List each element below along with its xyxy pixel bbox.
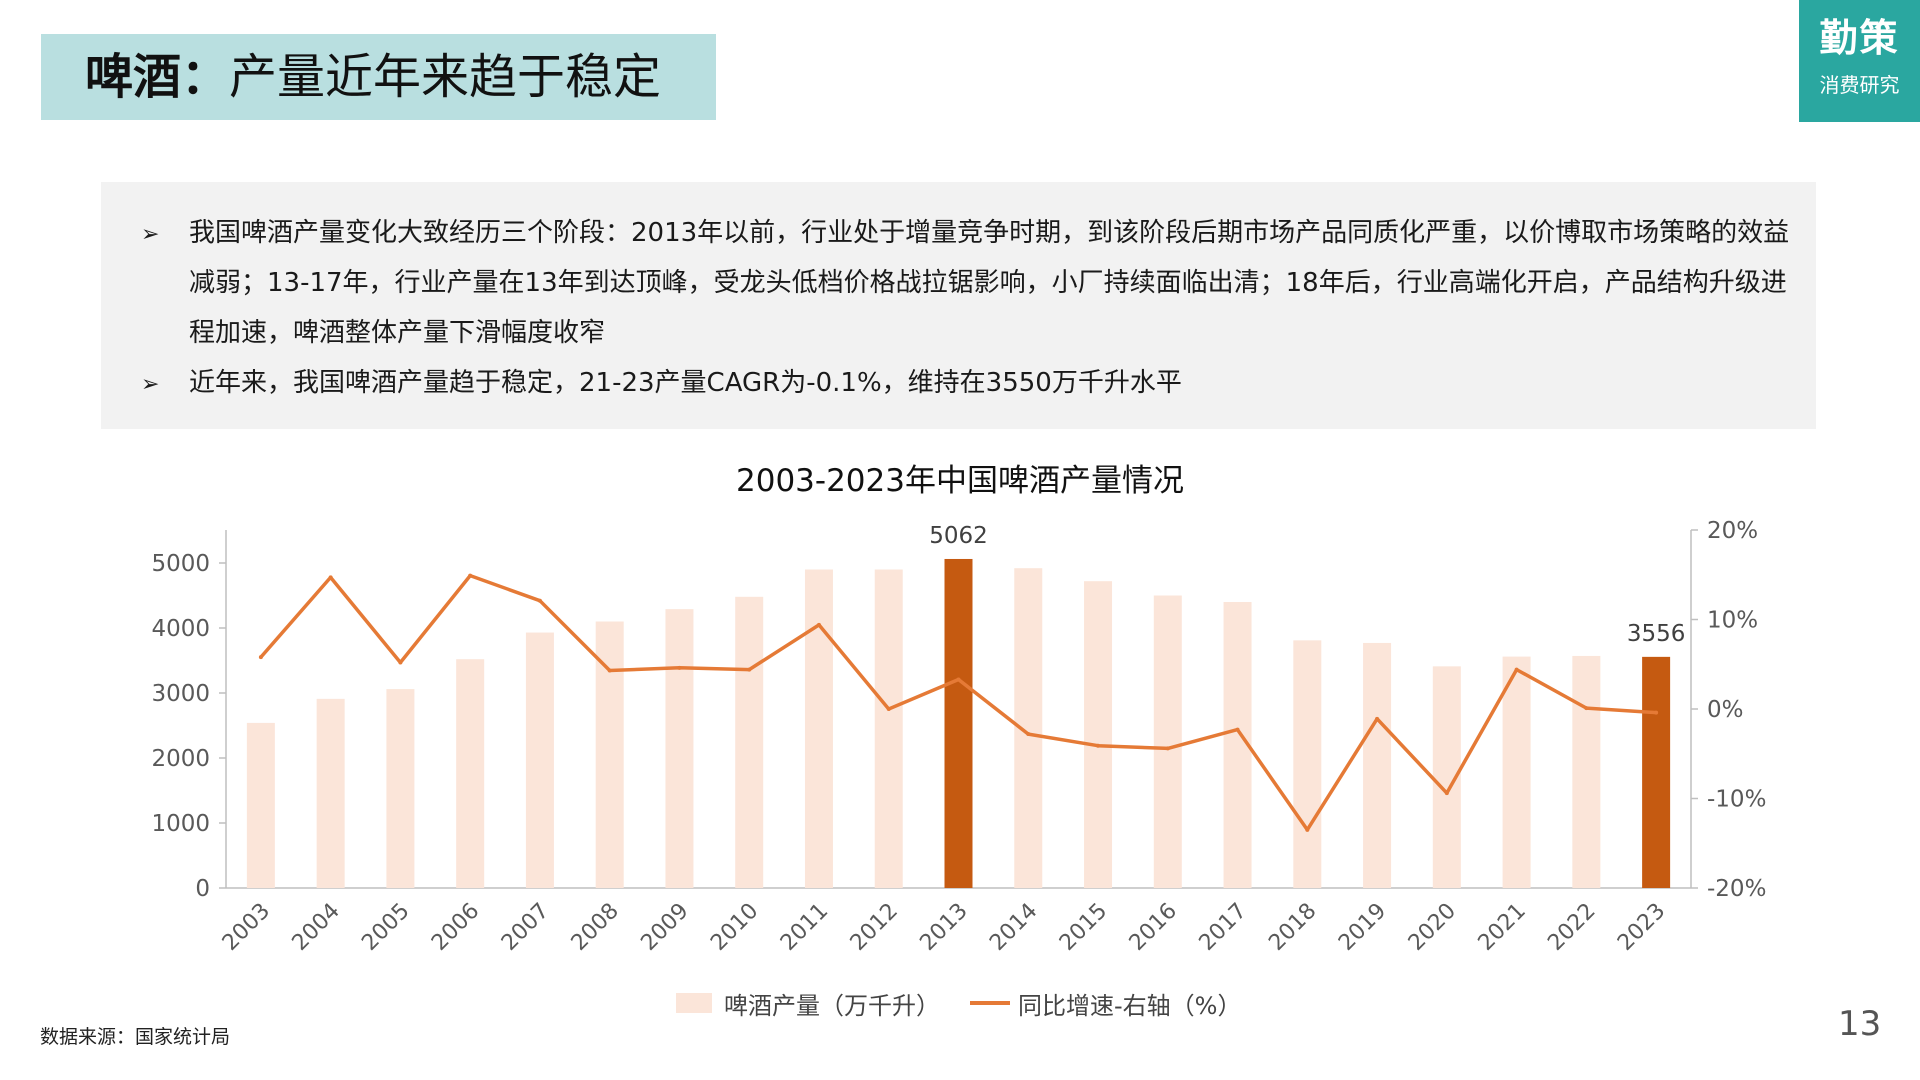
- title-banner: 啤酒：产量近年来趋于稳定: [41, 34, 716, 120]
- note-item: ➢ 我国啤酒产量变化大致经历三个阶段：2013年以前，行业处于增量竞争时期，到该阶…: [141, 208, 1794, 358]
- bar-2022: [1572, 655, 1601, 888]
- bar-2021: [1502, 656, 1531, 888]
- legend-line-label: 同比增速-右轴（%）: [1018, 992, 1242, 1020]
- bar-2004: [316, 698, 345, 888]
- arrow-bullet-icon: ➢: [141, 372, 160, 397]
- bar-2015: [1084, 581, 1113, 888]
- growth-point-2010: [747, 667, 752, 672]
- right-axis-tick-label: 20%: [1707, 518, 1758, 544]
- growth-point-2023: [1654, 710, 1659, 715]
- x-tick-label: 2016: [1125, 899, 1182, 956]
- x-tick-label: 2005: [357, 899, 414, 956]
- left-axis-tick-label: 5000: [151, 551, 210, 577]
- bar-2007: [525, 632, 554, 888]
- growth-point-2015: [1096, 743, 1101, 748]
- bar-2013: [944, 558, 973, 888]
- growth-point-2021: [1514, 667, 1519, 672]
- growth-point-2016: [1165, 746, 1170, 751]
- left-axis-tick-label: 4000: [151, 616, 210, 642]
- data-label-2013: 5062: [929, 523, 988, 549]
- right-axis-tick-label: 10%: [1707, 608, 1758, 634]
- x-tick-label: 2017: [1195, 899, 1252, 956]
- bar-2010: [735, 596, 764, 888]
- legend-line-swatch: [970, 1001, 1010, 1005]
- growth-point-2022: [1584, 706, 1589, 711]
- bar-2019: [1363, 642, 1392, 888]
- left-axis-tick-label: 0: [195, 876, 210, 902]
- right-axis-tick-label: -20%: [1707, 876, 1766, 902]
- growth-point-2018: [1305, 827, 1310, 832]
- growth-point-2019: [1375, 716, 1380, 721]
- data-label-2023: 3556: [1627, 621, 1686, 647]
- page-title: 啤酒：产量近年来趋于稳定: [85, 45, 661, 109]
- growth-point-2003: [258, 655, 263, 660]
- growth-point-2008: [607, 668, 612, 673]
- legend-bar-label: 啤酒产量（万千升）: [724, 992, 940, 1020]
- x-tick-label: 2020: [1404, 899, 1461, 956]
- page-title-bold: 啤酒：: [85, 49, 230, 105]
- page-number: 13: [1838, 1004, 1882, 1044]
- data-source: 数据来源：国家统计局: [40, 1026, 231, 1048]
- left-axis-tick-label: 1000: [151, 811, 210, 837]
- page-title-rest: 产量近年来趋于稳定: [229, 49, 662, 105]
- x-tick-label: 2004: [288, 899, 345, 956]
- growth-point-2017: [1235, 727, 1240, 732]
- note-item: ➢ 近年来，我国啤酒产量趋于稳定，21-23产量CAGR为-0.1%，维持在355…: [141, 358, 1794, 410]
- note-text: 近年来，我国啤酒产量趋于稳定，21-23产量CAGR为-0.1%，维持在3550…: [189, 368, 1182, 398]
- x-tick-label: 2022: [1543, 899, 1600, 956]
- bar-2012: [874, 569, 903, 888]
- growth-point-2005: [398, 660, 403, 665]
- growth-point-2009: [677, 665, 682, 670]
- x-tick-label: 2010: [706, 899, 763, 956]
- right-axis-tick-label: 0%: [1707, 697, 1744, 723]
- x-tick-label: 2006: [427, 899, 484, 956]
- chart-title: 2003-2023年中国啤酒产量情况: [736, 463, 1184, 499]
- brand-logo-main: 勤策: [1819, 15, 1900, 60]
- brand-logo-sub: 消费研究: [1819, 73, 1900, 97]
- x-tick-label: 2021: [1474, 899, 1531, 956]
- right-axis-tick-label: -10%: [1707, 787, 1766, 813]
- x-tick-label: 2003: [218, 899, 275, 956]
- brand-logo: 勤策 消费研究: [1799, 0, 1920, 122]
- x-tick-label: 2011: [776, 899, 833, 956]
- x-tick-label: 2013: [915, 899, 972, 956]
- left-axis-tick-label: 3000: [151, 681, 210, 707]
- bar-2006: [456, 659, 485, 888]
- x-tick-label: 2023: [1613, 899, 1670, 956]
- bar-2005: [386, 689, 415, 888]
- growth-point-2006: [468, 573, 473, 578]
- x-tick-label: 2015: [1055, 899, 1112, 956]
- growth-point-2013: [956, 677, 961, 682]
- bar-2009: [665, 609, 694, 888]
- x-tick-label: 2007: [497, 899, 554, 956]
- summary-notes: ➢ 我国啤酒产量变化大致经历三个阶段：2013年以前，行业处于增量竞争时期，到该阶…: [101, 182, 1816, 429]
- growth-point-2011: [816, 622, 821, 627]
- growth-point-2014: [1026, 732, 1031, 737]
- left-axis-tick-label: 2000: [151, 746, 210, 772]
- x-tick-label: 2018: [1264, 899, 1321, 956]
- note-text: 我国啤酒产量变化大致经历三个阶段：2013年以前，行业处于增量竞争时期，到该阶段…: [189, 218, 1790, 348]
- x-tick-label: 2008: [567, 899, 624, 956]
- growth-point-2007: [537, 598, 542, 603]
- arrow-bullet-icon: ➢: [141, 222, 160, 247]
- bar-2008: [595, 621, 624, 888]
- growth-point-2012: [886, 707, 891, 711]
- x-tick-label: 2012: [846, 899, 903, 956]
- bar-2011: [804, 569, 833, 888]
- growth-point-2004: [328, 575, 333, 580]
- x-tick-label: 2009: [636, 899, 693, 956]
- growth-point-2020: [1444, 791, 1449, 796]
- bar-2018: [1293, 640, 1322, 888]
- x-tick-label: 2014: [985, 899, 1042, 956]
- bar-2023: [1642, 656, 1671, 888]
- bar-2016: [1153, 595, 1182, 888]
- x-tick-label: 2019: [1334, 899, 1391, 956]
- bar-2003: [246, 722, 275, 888]
- legend-bar-swatch: [676, 993, 712, 1013]
